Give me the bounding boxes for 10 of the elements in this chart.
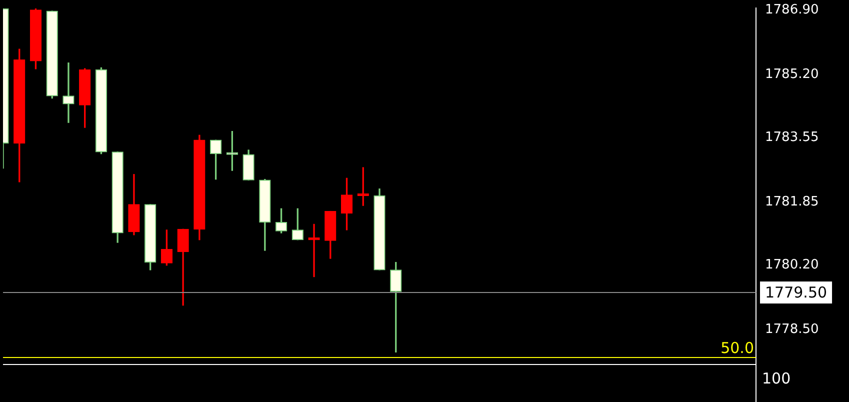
y-tick-label: 1780.20 — [765, 257, 819, 272]
y-tick-label: 1786.90 — [765, 2, 819, 18]
text: 100 — [762, 369, 791, 388]
ref-line-label: 1779.50 — [765, 283, 828, 302]
candlestick — [62, 62, 74, 123]
y-tick-label: 1778.50 — [765, 322, 819, 338]
y-tick-label: 1783.55 — [765, 130, 819, 145]
y-tick-label: 1785.20 — [765, 66, 819, 82]
y-tick-label: 1781.85 — [765, 194, 819, 210]
annotation: 50.0 — [720, 338, 754, 357]
